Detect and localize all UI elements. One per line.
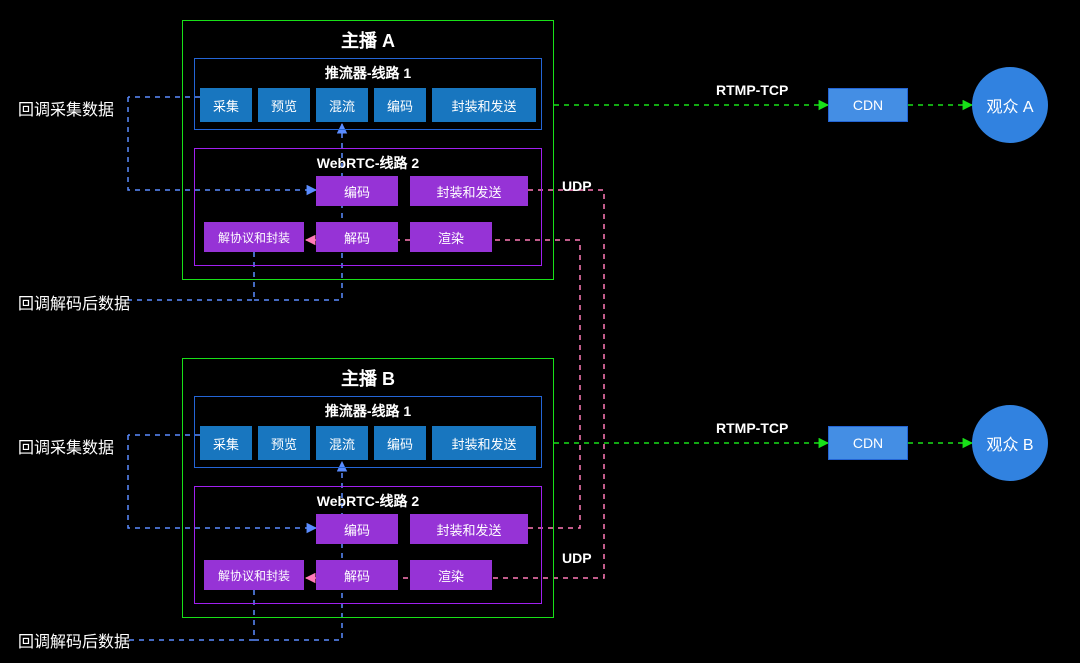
webrtc-b-depkt: 解协议和封装	[204, 560, 304, 590]
label-cb-capture-a: 回调采集数据	[18, 96, 114, 120]
webrtc-b-render-label: 渲染	[438, 566, 464, 585]
webrtc-b-decode-label: 解码	[344, 566, 370, 585]
pusher-a-encode: 编码	[374, 88, 426, 122]
pusher-b-encode-label: 编码	[387, 434, 413, 453]
webrtc-b-send-label: 封装和发送	[436, 520, 501, 539]
pusher-b-mix: 混流	[316, 426, 368, 460]
pusher-b-title: 推流器-线路 1	[325, 401, 411, 421]
pusher-b-send: 封装和发送	[432, 426, 536, 460]
webrtc-a-decode-label: 解码	[344, 228, 370, 247]
label-cb-decoded-a: 回调解码后数据	[18, 290, 130, 314]
pusher-a-send: 封装和发送	[432, 88, 536, 122]
pusher-a-preview-label: 预览	[271, 96, 297, 115]
audience-b: 观众 B	[972, 405, 1048, 481]
webrtc-b-depkt-label: 解协议和封装	[218, 567, 290, 584]
label-cb-capture-b: 回调采集数据	[18, 434, 114, 458]
webrtc-a-render-label: 渲染	[438, 228, 464, 247]
label-udp-bot: UDP	[562, 550, 592, 566]
pusher-a-title: 推流器-线路 1	[325, 63, 411, 83]
pusher-b-capture-label: 采集	[213, 434, 239, 453]
audience-a-label: 观众 A	[986, 93, 1033, 117]
pusher-a-mix: 混流	[316, 88, 368, 122]
audience-b-label: 观众 B	[986, 431, 1033, 455]
pusher-a-capture: 采集	[200, 88, 252, 122]
webrtc-a-encode-label: 编码	[344, 182, 370, 201]
label-cb-decoded-b: 回调解码后数据	[18, 628, 130, 652]
webrtc-a-title: WebRTC-线路 2	[317, 153, 419, 173]
label-udp-top: UDP	[562, 178, 592, 194]
pusher-a-mix-label: 混流	[329, 96, 355, 115]
webrtc-a-decode: 解码	[316, 222, 398, 252]
pusher-b-encode: 编码	[374, 426, 426, 460]
webrtc-a-send-label: 封装和发送	[436, 182, 501, 201]
webrtc-b-title: WebRTC-线路 2	[317, 491, 419, 511]
webrtc-a-encode: 编码	[316, 176, 398, 206]
pusher-a-capture-label: 采集	[213, 96, 239, 115]
webrtc-a-depkt-label: 解协议和封装	[218, 229, 290, 246]
webrtc-b-encode: 编码	[316, 514, 398, 544]
cdn-a: CDN	[828, 88, 908, 122]
pusher-a-send-label: 封装和发送	[451, 96, 516, 115]
pusher-b-mix-label: 混流	[329, 434, 355, 453]
pusher-a-preview: 预览	[258, 88, 310, 122]
pusher-a-encode-label: 编码	[387, 96, 413, 115]
audience-a: 观众 A	[972, 67, 1048, 143]
webrtc-b-send: 封装和发送	[410, 514, 528, 544]
label-rtmp-b: RTMP-TCP	[716, 420, 788, 436]
pusher-b-preview: 预览	[258, 426, 310, 460]
cdn-a-label: CDN	[853, 97, 883, 113]
pusher-b-send-label: 封装和发送	[451, 434, 516, 453]
webrtc-b-render: 渲染	[410, 560, 492, 590]
webrtc-b-encode-label: 编码	[344, 520, 370, 539]
webrtc-b-decode: 解码	[316, 560, 398, 590]
webrtc-a-depkt: 解协议和封装	[204, 222, 304, 252]
label-rtmp-a: RTMP-TCP	[716, 82, 788, 98]
pusher-b-preview-label: 预览	[271, 434, 297, 453]
host-a-title: 主播 A	[341, 27, 395, 53]
host-b-title: 主播 B	[341, 365, 395, 391]
webrtc-a-render: 渲染	[410, 222, 492, 252]
diagram-root: 主播 A 推流器-线路 1 采集 预览 混流 编码 封装和发送 WebRTC-线…	[0, 0, 1080, 663]
webrtc-a-send: 封装和发送	[410, 176, 528, 206]
cdn-b-label: CDN	[853, 435, 883, 451]
pusher-b-capture: 采集	[200, 426, 252, 460]
cdn-b: CDN	[828, 426, 908, 460]
